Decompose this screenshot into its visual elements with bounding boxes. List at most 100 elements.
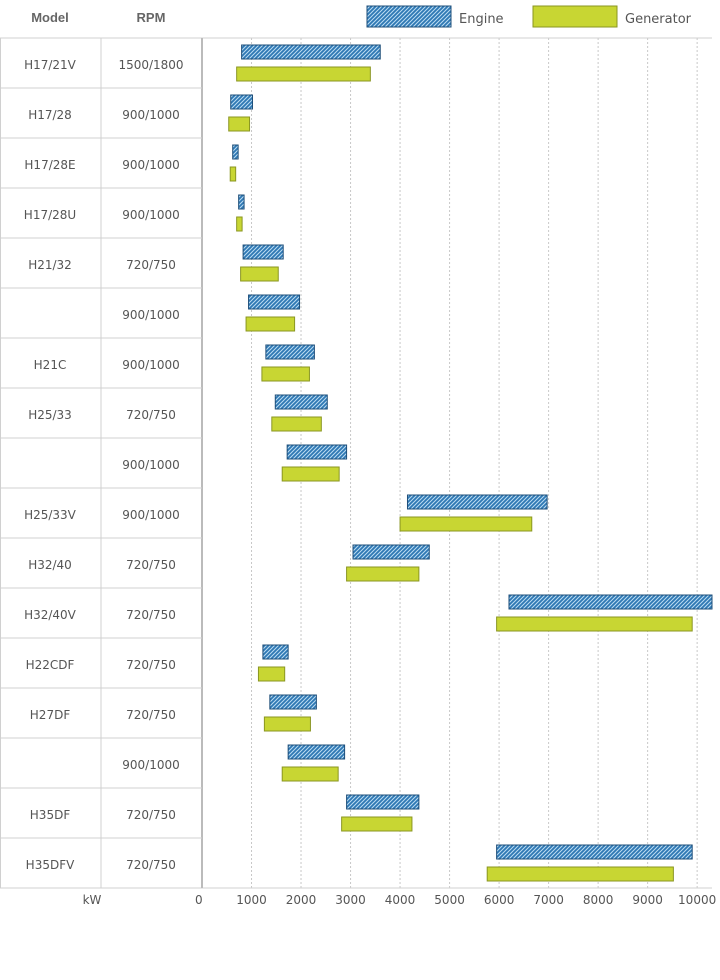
engine-bar <box>352 544 430 560</box>
engine-bar <box>406 494 548 510</box>
table-row: 900/1000 <box>122 294 301 332</box>
engine-bar <box>287 744 346 760</box>
engine-bar <box>496 844 693 860</box>
table-row: H17/28 900/1000 <box>28 94 254 132</box>
engine-bar <box>346 794 420 810</box>
model-cell: H32/40 <box>28 558 72 572</box>
engine-bar <box>265 344 315 360</box>
model-column-header: Model <box>31 10 69 25</box>
generator-bar <box>229 166 237 182</box>
rpm-cell: 1500/1800 <box>118 58 183 72</box>
generator-bar <box>399 516 533 532</box>
x-tick-label: 9000 <box>632 893 663 907</box>
legend: Engine Generator <box>366 5 692 28</box>
table-row: 900/1000 <box>122 744 346 782</box>
legend-label-generator: Generator <box>625 12 692 27</box>
engine-bar <box>262 644 289 660</box>
model-cell: H22CDF <box>26 658 75 672</box>
generator-bar <box>245 316 296 332</box>
engine-bar <box>238 194 245 210</box>
engine-bar <box>508 594 713 610</box>
table-row: 900/1000 <box>122 444 348 482</box>
generator-bar <box>236 66 371 82</box>
rpm-cell: 900/1000 <box>122 108 180 122</box>
engine-bar <box>286 444 348 460</box>
legend-label-engine: Engine <box>459 12 504 27</box>
model-cell: H21/32 <box>28 258 72 272</box>
rpm-cell: 720/750 <box>126 408 176 422</box>
engine-bar <box>232 144 239 160</box>
x-tick-label: 7000 <box>533 893 564 907</box>
x-tick-label: 2000 <box>286 893 317 907</box>
table-row: H17/21V 1500/1800 <box>24 44 381 82</box>
x-tick-label: 8000 <box>583 893 614 907</box>
generator-bar <box>341 816 413 832</box>
table-row: H17/28U 900/1000 <box>24 194 245 232</box>
rpm-column-header: RPM <box>137 10 166 25</box>
model-cell: H32/40V <box>24 608 77 622</box>
rpm-cell: 900/1000 <box>122 208 180 222</box>
table-row: H21C 900/1000 <box>34 344 315 382</box>
model-cell: H17/28 <box>28 108 72 122</box>
model-cell: H17/21V <box>24 58 77 72</box>
table-row: H21/32 720/750 <box>28 244 284 282</box>
engine-bar <box>230 94 254 110</box>
engine-bar <box>242 244 284 260</box>
rpm-cell: 720/750 <box>126 258 176 272</box>
model-cell: H25/33 <box>28 408 72 422</box>
table-row: H25/33 720/750 <box>28 394 328 432</box>
x-tick-label: 4000 <box>385 893 416 907</box>
x-tick-label: 3000 <box>335 893 366 907</box>
rpm-cell: 900/1000 <box>122 458 180 472</box>
table-row: H32/40V 720/750 <box>24 594 713 632</box>
table-row: H22CDF 720/750 <box>26 644 289 682</box>
table-row: H27DF 720/750 <box>30 694 317 732</box>
x-axis-unit-label: kW <box>83 893 102 907</box>
rpm-cell: 720/750 <box>126 558 176 572</box>
legend-swatch-generator <box>532 5 618 28</box>
model-cell: H17/28E <box>24 158 75 172</box>
x-tick-label: 5000 <box>434 893 465 907</box>
table-lines <box>0 37 712 889</box>
rpm-cell: 720/750 <box>126 858 176 872</box>
rpm-cell: 720/750 <box>126 808 176 822</box>
generator-bar <box>281 766 339 782</box>
model-cell: H27DF <box>30 708 71 722</box>
table-row: H32/40 720/750 <box>28 544 430 582</box>
model-cell: H17/28U <box>24 208 76 222</box>
generator-bar <box>346 566 420 582</box>
model-cell: H35DF <box>30 808 71 822</box>
rpm-cell: 720/750 <box>126 708 176 722</box>
generator-bar <box>271 416 322 432</box>
generator-bar <box>261 366 310 382</box>
x-axis: kW 0 1000 2000 3000 4000 5000 6000 7000 8000 9000… <box>83 893 717 907</box>
rpm-cell: 900/1000 <box>122 758 180 772</box>
table-row: H25/33V 900/1000 <box>24 494 548 532</box>
generator-bar <box>496 616 693 632</box>
generator-bar <box>281 466 340 482</box>
engine-bar <box>248 294 301 310</box>
generator-bar <box>263 716 311 732</box>
rpm-cell: 720/750 <box>126 608 176 622</box>
generator-bar <box>240 266 279 282</box>
model-cell: H25/33V <box>24 508 77 522</box>
model-cell: H35DFV <box>26 858 75 872</box>
table-row: H35DFV 720/750 <box>26 844 693 882</box>
legend-swatch-engine <box>366 5 452 28</box>
model-cell: H21C <box>34 358 67 372</box>
rpm-cell: 720/750 <box>126 658 176 672</box>
rpm-cell: 900/1000 <box>122 308 180 322</box>
generator-bar <box>486 866 674 882</box>
generator-bar <box>228 116 251 132</box>
engine-bar <box>274 394 328 410</box>
table-row: H35DF 720/750 <box>30 794 420 832</box>
x-tick-label: 6000 <box>484 893 515 907</box>
rows: H17/21V 1500/1800 H17/28 900/1000 H17/28E 900… <box>24 44 713 882</box>
engine-bar <box>269 694 317 710</box>
grid <box>251 38 698 888</box>
rpm-cell: 900/1000 <box>122 158 180 172</box>
generator-bar <box>236 216 243 232</box>
generator-bar <box>257 666 286 682</box>
rpm-cell: 900/1000 <box>122 358 180 372</box>
